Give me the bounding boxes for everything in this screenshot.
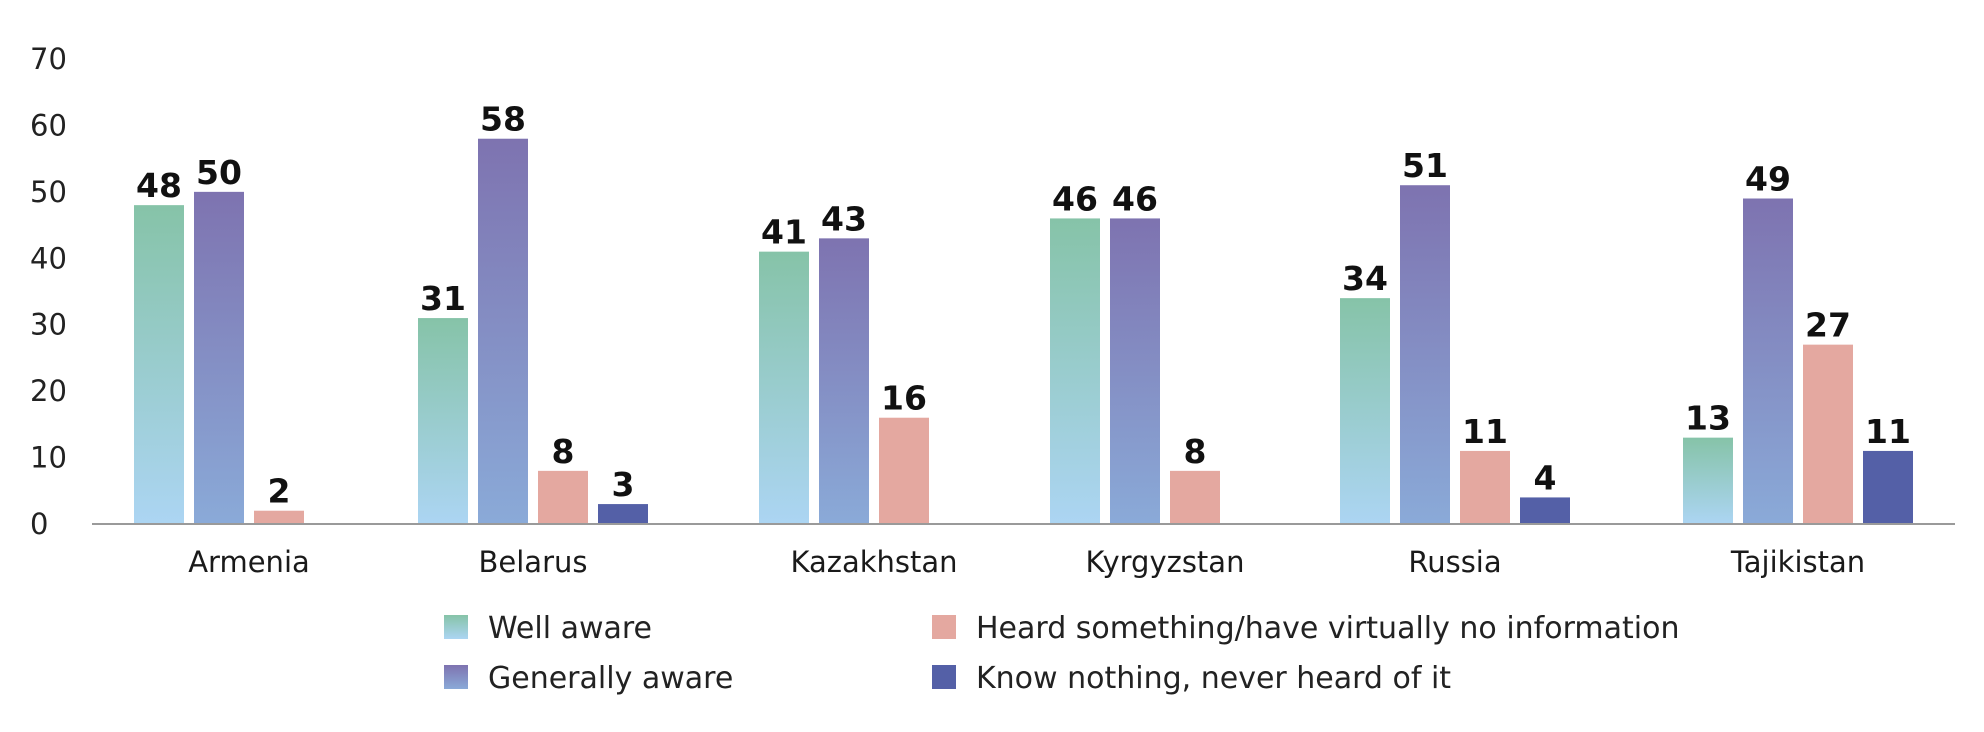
bar	[478, 138, 528, 524]
bar	[254, 510, 304, 524]
category-label: Kyrgyzstan	[1086, 545, 1245, 579]
legend-label: Know nothing, never heard of it	[976, 661, 1451, 696]
category-labels: Armenia Belarus Kazakhstan Kyrgyzstan Russia…	[188, 545, 1865, 579]
category-label: Russia	[1408, 545, 1501, 579]
data-label: 49	[1745, 160, 1791, 199]
data-label: 16	[881, 379, 927, 418]
data-label: 31	[420, 279, 466, 318]
bar	[1460, 450, 1510, 524]
legend-label: Generally aware	[488, 661, 733, 696]
bar	[1050, 218, 1100, 524]
data-label: 3	[612, 465, 635, 504]
data-label: 8	[552, 432, 575, 471]
bar	[819, 238, 869, 524]
bar	[1520, 497, 1570, 524]
bar	[194, 191, 244, 524]
data-label: 34	[1342, 259, 1388, 298]
data-label: 58	[480, 100, 526, 139]
y-tick-label: 20	[30, 374, 67, 408]
legend-swatch	[444, 665, 468, 689]
legend: Well aware Generally aware Heard something…	[444, 611, 1679, 696]
legend-swatch	[444, 615, 468, 639]
bar	[1863, 450, 1913, 524]
legend-label: Well aware	[488, 611, 652, 646]
data-label: 27	[1805, 306, 1851, 345]
data-label: 8	[1184, 432, 1207, 471]
y-tick-label: 10	[30, 441, 67, 475]
bar	[1340, 298, 1390, 524]
bars	[134, 138, 1913, 524]
bar	[759, 251, 809, 524]
category-label: Belarus	[479, 545, 588, 579]
bar	[1683, 437, 1733, 524]
y-tick-label: 60	[30, 108, 67, 142]
data-label: 11	[1865, 412, 1911, 451]
bar	[134, 205, 184, 524]
y-tick-label: 40	[30, 241, 67, 275]
data-label: 41	[761, 213, 807, 252]
bar	[1803, 344, 1853, 524]
legend-swatch	[932, 615, 956, 639]
bar	[418, 318, 468, 524]
data-label: 46	[1052, 179, 1098, 218]
data-label: 51	[1402, 146, 1448, 185]
legend-swatch	[932, 665, 956, 689]
bar	[598, 504, 648, 524]
data-label: 11	[1462, 412, 1508, 451]
bar	[538, 470, 588, 524]
data-label: 48	[136, 166, 182, 205]
y-axis-ticks: 0 10 20 30 40 50 60 70	[30, 42, 67, 541]
category-label: Armenia	[188, 545, 310, 579]
category-label: Kazakhstan	[790, 545, 957, 579]
y-tick-label: 70	[30, 42, 67, 76]
data-label: 46	[1112, 179, 1158, 218]
data-label: 2	[268, 472, 291, 511]
data-label: 43	[821, 199, 867, 238]
data-label: 50	[196, 153, 242, 192]
bar	[879, 417, 929, 524]
bar	[1400, 185, 1450, 524]
bar	[1170, 470, 1220, 524]
category-label: Tajikistan	[1730, 545, 1865, 579]
y-tick-label: 50	[30, 175, 67, 209]
bar	[1743, 198, 1793, 524]
data-label: 13	[1685, 399, 1731, 438]
y-tick-label: 30	[30, 308, 67, 342]
bar	[1110, 218, 1160, 524]
data-label: 4	[1534, 458, 1557, 497]
legend-label: Heard something/have virtually no inform…	[976, 611, 1679, 646]
y-tick-label: 0	[30, 507, 48, 541]
